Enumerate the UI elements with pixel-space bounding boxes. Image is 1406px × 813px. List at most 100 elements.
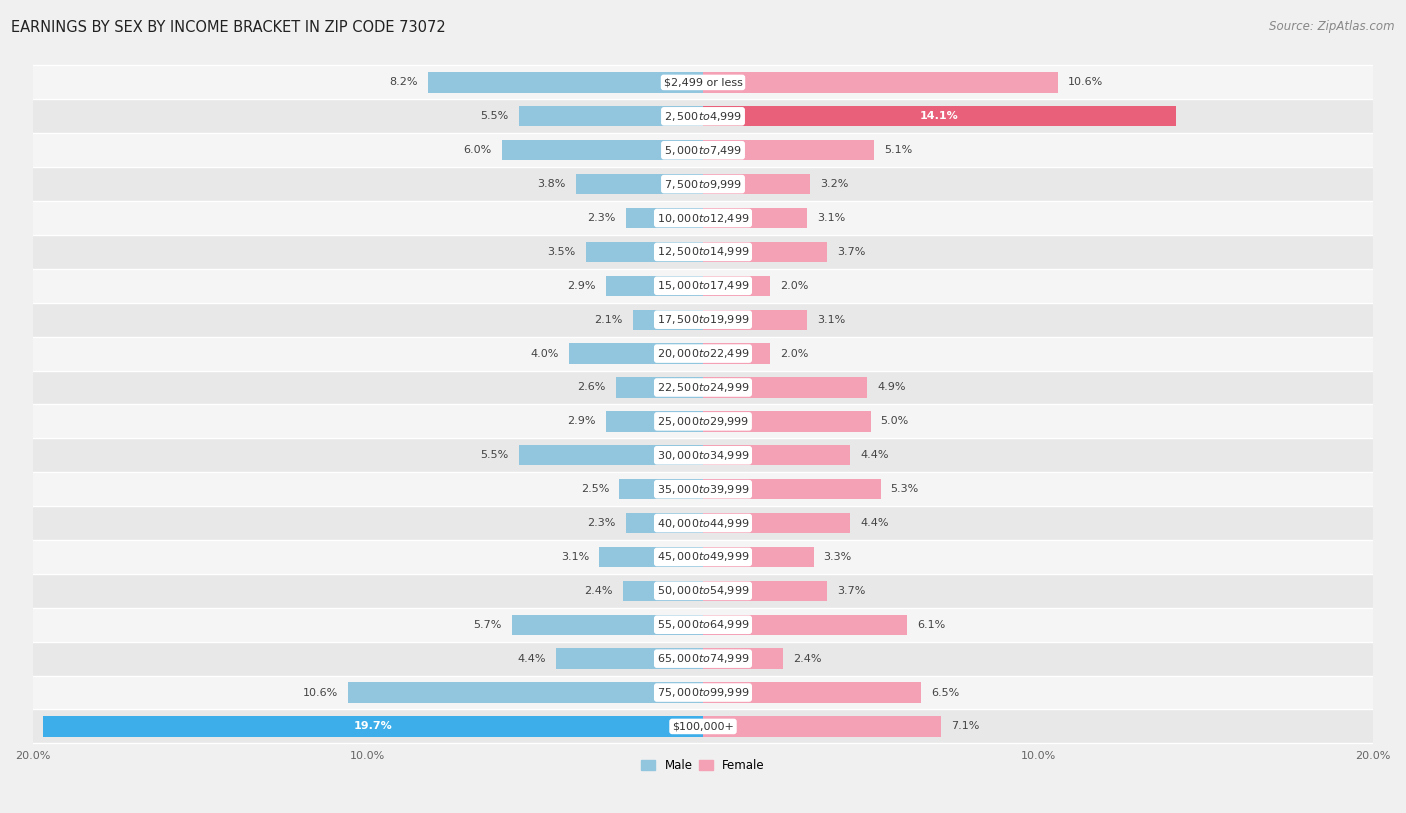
Bar [606, 276, 703, 296]
Text: $5,000 to $7,499: $5,000 to $7,499 [664, 144, 742, 157]
Bar [703, 310, 807, 330]
Legend: Male, Female: Male, Female [637, 754, 769, 776]
Text: $7,500 to $9,999: $7,500 to $9,999 [664, 177, 742, 190]
Text: 5.3%: 5.3% [890, 485, 920, 494]
Bar [703, 411, 870, 432]
Bar [32, 133, 1374, 167]
Bar [575, 174, 703, 194]
Text: $30,000 to $34,999: $30,000 to $34,999 [657, 449, 749, 462]
Bar [606, 411, 703, 432]
Text: Source: ZipAtlas.com: Source: ZipAtlas.com [1270, 20, 1395, 33]
Bar [32, 404, 1374, 438]
Bar [569, 343, 703, 363]
Text: 5.5%: 5.5% [481, 450, 509, 460]
Text: 6.0%: 6.0% [464, 146, 492, 155]
Bar [519, 107, 703, 127]
Text: 3.1%: 3.1% [561, 552, 589, 562]
Bar [32, 472, 1374, 506]
Bar [703, 580, 827, 601]
Text: 5.7%: 5.7% [474, 620, 502, 630]
Bar [703, 377, 868, 398]
Text: 2.6%: 2.6% [578, 382, 606, 393]
Bar [32, 167, 1374, 201]
Bar [32, 302, 1374, 337]
Bar [586, 241, 703, 262]
Text: 3.1%: 3.1% [817, 213, 845, 223]
Bar [32, 235, 1374, 269]
Bar [626, 513, 703, 533]
Bar [633, 310, 703, 330]
Bar [512, 615, 703, 635]
Text: 7.1%: 7.1% [950, 721, 980, 732]
Text: $15,000 to $17,499: $15,000 to $17,499 [657, 280, 749, 293]
Text: $50,000 to $54,999: $50,000 to $54,999 [657, 585, 749, 598]
Text: 19.7%: 19.7% [353, 721, 392, 732]
Text: 2.0%: 2.0% [780, 349, 808, 359]
Text: 4.4%: 4.4% [517, 654, 546, 663]
Bar [32, 608, 1374, 641]
Bar [703, 513, 851, 533]
Text: 3.5%: 3.5% [547, 247, 575, 257]
Text: 10.6%: 10.6% [302, 688, 337, 698]
Bar [703, 276, 770, 296]
Bar [32, 371, 1374, 404]
Text: 4.0%: 4.0% [530, 349, 558, 359]
Text: 8.2%: 8.2% [389, 77, 418, 88]
Text: $10,000 to $12,499: $10,000 to $12,499 [657, 211, 749, 224]
Text: 2.9%: 2.9% [567, 416, 596, 426]
Text: $12,500 to $14,999: $12,500 to $14,999 [657, 246, 749, 259]
Bar [703, 72, 1059, 93]
Text: $17,500 to $19,999: $17,500 to $19,999 [657, 313, 749, 326]
Text: $65,000 to $74,999: $65,000 to $74,999 [657, 652, 749, 665]
Bar [703, 479, 880, 499]
Text: 3.2%: 3.2% [820, 179, 849, 189]
Text: 5.1%: 5.1% [884, 146, 912, 155]
Bar [502, 140, 703, 160]
Text: 4.4%: 4.4% [860, 450, 889, 460]
Text: $75,000 to $99,999: $75,000 to $99,999 [657, 686, 749, 699]
Bar [32, 337, 1374, 371]
Bar [555, 649, 703, 669]
Bar [703, 174, 810, 194]
Text: $35,000 to $39,999: $35,000 to $39,999 [657, 483, 749, 496]
Bar [626, 208, 703, 228]
Bar [32, 574, 1374, 608]
Text: 2.3%: 2.3% [588, 213, 616, 223]
Text: 2.9%: 2.9% [567, 280, 596, 291]
Bar [519, 445, 703, 466]
Bar [703, 445, 851, 466]
Bar [32, 438, 1374, 472]
Text: 3.1%: 3.1% [817, 315, 845, 324]
Bar [32, 66, 1374, 99]
Bar [703, 343, 770, 363]
Bar [32, 99, 1374, 133]
Text: 4.4%: 4.4% [860, 518, 889, 528]
Text: 5.5%: 5.5% [481, 111, 509, 121]
Bar [703, 107, 1175, 127]
Bar [32, 540, 1374, 574]
Bar [32, 641, 1374, 676]
Bar [623, 580, 703, 601]
Text: 2.3%: 2.3% [588, 518, 616, 528]
Bar [32, 269, 1374, 302]
Bar [703, 241, 827, 262]
Bar [429, 72, 703, 93]
Bar [703, 140, 875, 160]
Text: $55,000 to $64,999: $55,000 to $64,999 [657, 618, 749, 631]
Text: 2.4%: 2.4% [793, 654, 823, 663]
Text: $2,499 or less: $2,499 or less [664, 77, 742, 88]
Bar [703, 649, 783, 669]
Text: 3.7%: 3.7% [837, 586, 866, 596]
Text: $22,500 to $24,999: $22,500 to $24,999 [657, 381, 749, 394]
Bar [32, 506, 1374, 540]
Bar [703, 716, 941, 737]
Text: 2.4%: 2.4% [583, 586, 613, 596]
Bar [32, 676, 1374, 710]
Bar [703, 615, 907, 635]
Text: EARNINGS BY SEX BY INCOME BRACKET IN ZIP CODE 73072: EARNINGS BY SEX BY INCOME BRACKET IN ZIP… [11, 20, 446, 35]
Text: $100,000+: $100,000+ [672, 721, 734, 732]
Bar [703, 208, 807, 228]
Bar [703, 682, 921, 702]
Bar [703, 547, 814, 567]
Bar [32, 201, 1374, 235]
